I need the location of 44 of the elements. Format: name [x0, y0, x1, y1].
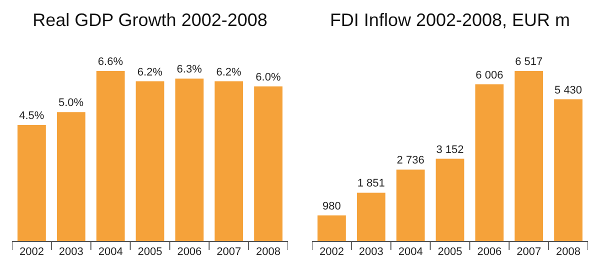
bar	[96, 70, 125, 241]
data-label: 6.3%	[176, 64, 202, 76]
bar	[475, 84, 504, 241]
x-tick-label: 2004	[398, 246, 423, 258]
data-label: 1 851	[357, 178, 385, 190]
x-tick-label: 2006	[477, 246, 502, 258]
x-tick-label: 2007	[216, 246, 242, 258]
data-label: 4.5%	[19, 110, 44, 122]
data-label: 6 517	[515, 56, 543, 68]
bar	[396, 170, 425, 241]
bar	[18, 125, 46, 241]
x-tick-label: 2006	[177, 246, 202, 258]
chart-title: FDI Inflow 2002-2008, EUR m	[330, 10, 570, 30]
x-tick-label: 2005	[138, 246, 162, 258]
bar	[175, 78, 204, 241]
x-tick-label: 2008	[256, 246, 281, 258]
x-tick-label: 2003	[58, 246, 84, 258]
bar	[436, 158, 464, 241]
bar	[214, 81, 244, 241]
data-label: 6.2%	[137, 66, 163, 78]
x-tick-label: 2008	[556, 246, 581, 258]
bar	[356, 192, 386, 241]
data-label: 6.2%	[216, 66, 242, 78]
data-label: 6.0%	[256, 71, 281, 84]
x-tick-label: 2002	[319, 246, 344, 258]
data-label: 980	[322, 200, 341, 212]
data-label: 5.0%	[58, 97, 84, 110]
bar	[254, 86, 282, 241]
data-label: 3 152	[436, 144, 464, 156]
bar	[136, 81, 164, 241]
bar	[318, 215, 346, 241]
data-label: 2 736	[396, 154, 424, 167]
bar	[56, 112, 86, 241]
x-tick-label: 2004	[98, 246, 123, 258]
bar	[554, 99, 582, 241]
x-tick-label: 2007	[516, 246, 542, 258]
x-tick-label: 2005	[438, 246, 462, 258]
data-label: 5 430	[554, 84, 582, 96]
data-label: 6.6%	[98, 56, 124, 68]
chart-title: Real GDP Growth 2002-2008	[32, 10, 268, 30]
data-label: 6 006	[476, 69, 504, 82]
x-tick-label: 2002	[19, 246, 44, 258]
x-tick-label: 2003	[358, 246, 384, 258]
bar	[514, 70, 544, 241]
